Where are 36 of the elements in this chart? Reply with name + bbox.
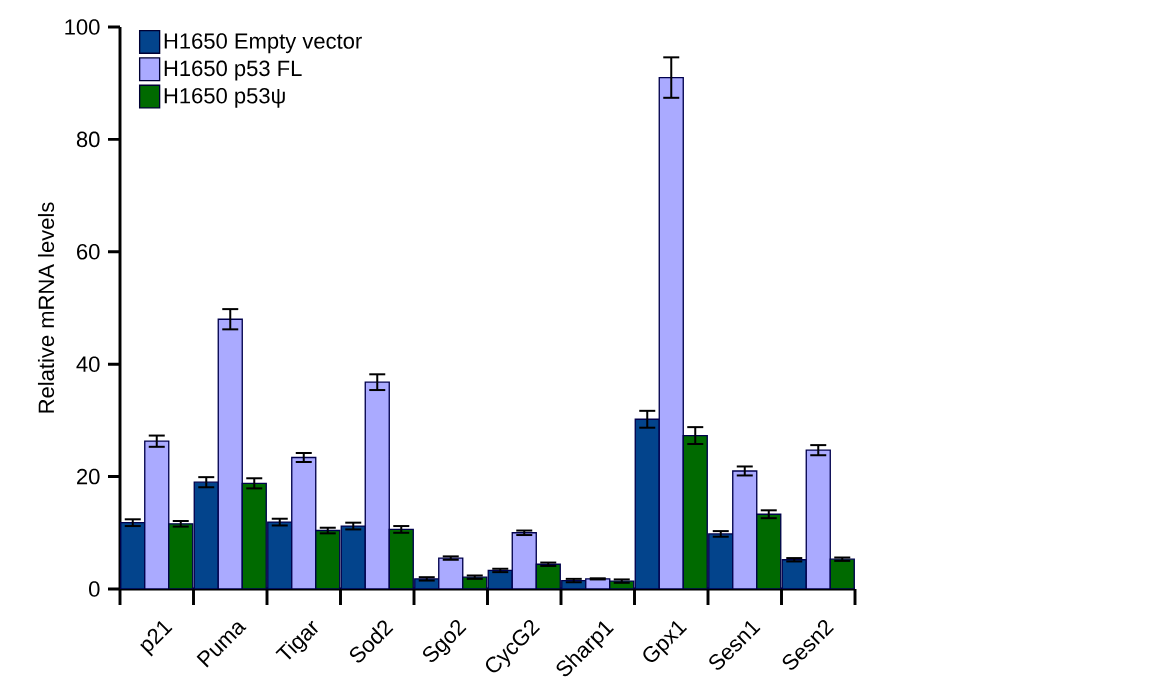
bar [217,318,243,589]
bar [535,563,561,589]
bar [144,440,170,589]
bar [487,569,513,589]
legend-label: H1650 p53 FL [164,60,302,81]
y-tick-label: 100 [65,19,100,35]
bar [168,523,194,589]
x-tick-label: p21 [140,620,173,657]
bar [829,558,855,589]
bar [315,529,341,589]
bar [682,434,708,589]
legend-label: H1650 p53ψ [164,87,285,108]
legend-label: H1650 Empty vector [164,33,362,54]
bar [708,533,734,589]
bar [781,559,807,589]
y-tick-label: 60 [77,243,100,260]
bar [438,557,464,589]
y-tick-label: 80 [76,131,100,148]
bar [120,522,146,589]
bar [291,456,317,589]
bar [511,532,537,589]
bar [805,449,831,589]
bar [634,418,660,589]
y-tick-label: 40 [76,356,100,372]
bar [364,381,390,589]
y-tick-label: 0 [89,581,100,597]
bar [193,481,219,589]
bar [241,482,267,589]
bar [340,525,366,589]
y-axis-title: Relative mRNA levels [37,202,55,413]
bar [658,76,684,589]
bar [267,521,293,589]
bar [732,470,758,589]
bar [756,513,782,589]
bar [388,528,414,589]
y-tick-label: 20 [77,468,100,485]
